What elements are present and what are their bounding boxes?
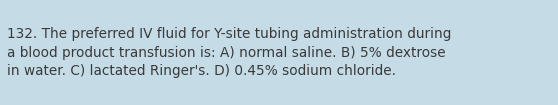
Text: 132. The preferred IV fluid for Y-site tubing administration during
a blood prod: 132. The preferred IV fluid for Y-site t… bbox=[7, 27, 451, 78]
